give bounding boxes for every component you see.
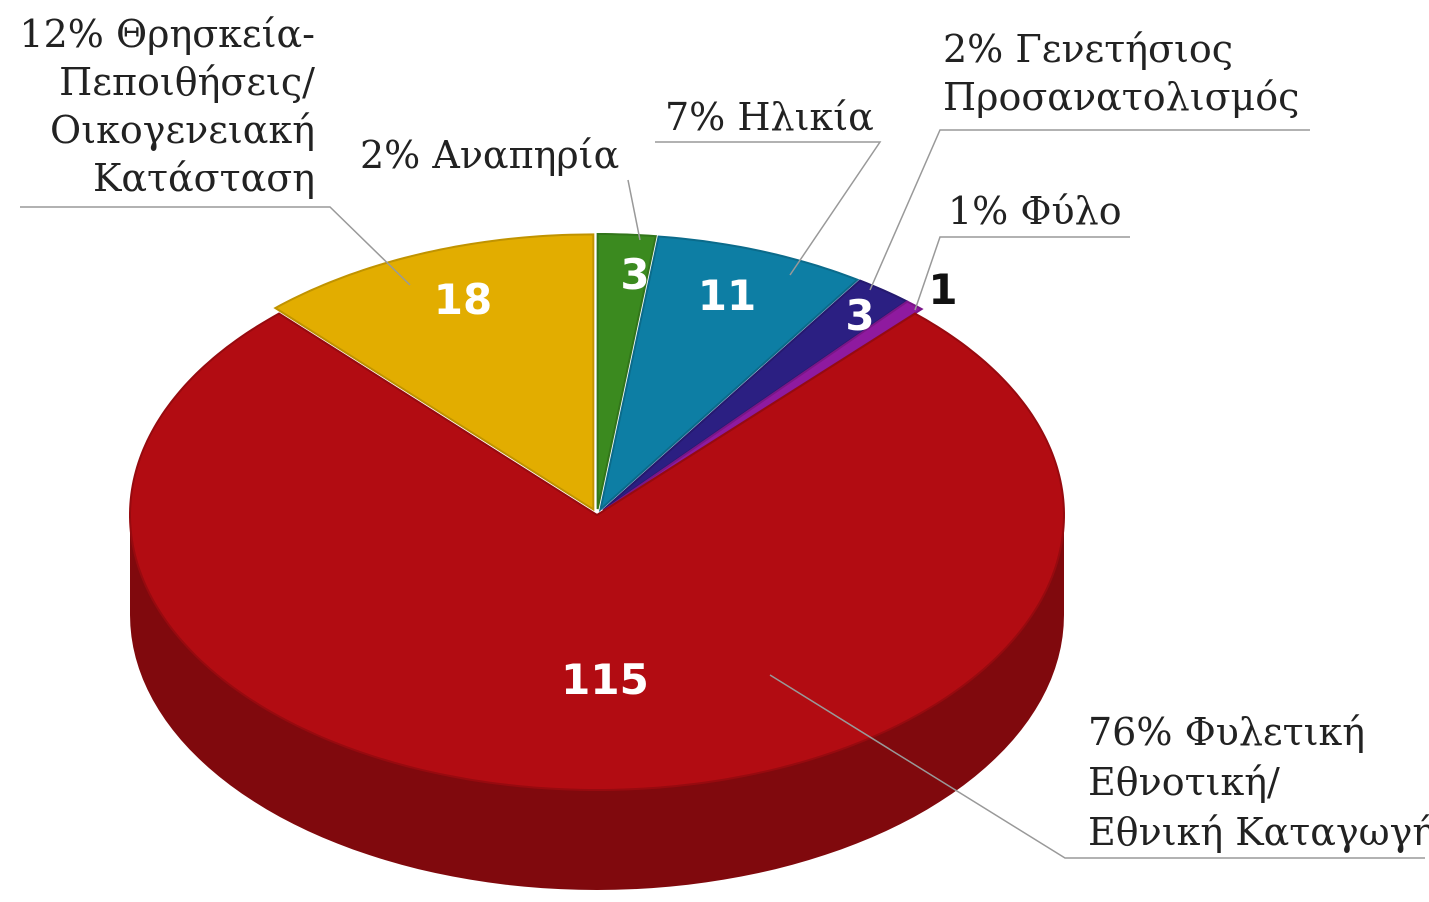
pie-slice	[603, 300, 924, 512]
category-name: Προσανατολισμός	[943, 75, 1299, 119]
label-line: Οικογενειακή	[50, 108, 315, 152]
pie-slice	[129, 312, 1065, 792]
pie-sides	[130, 515, 1064, 890]
percent-label: 1%	[948, 189, 1008, 233]
percent-label: 2%	[360, 133, 420, 177]
pie-slice	[598, 235, 860, 513]
pie-slice	[602, 279, 909, 512]
label-line: Προσανατολισμός	[943, 75, 1299, 119]
category-name: Εθνοτική/	[1088, 760, 1280, 804]
category-name: Φύλο	[1020, 189, 1121, 233]
value-label: 3	[845, 291, 874, 340]
label-line: 2% Γενετήσιος	[943, 27, 1233, 71]
label-line: Πεποιθήσεις/	[59, 60, 315, 104]
leader-line	[20, 206, 411, 286]
leader-lines	[20, 129, 1425, 859]
slice-label: 12% Θρησκεία-Πεποιθήσεις/Οικογενειακή Κατ…	[19, 12, 315, 200]
leader-line	[769, 674, 1425, 859]
leader-line	[655, 141, 882, 276]
label-line: 76% Φυλετική	[1088, 710, 1365, 754]
leader-line	[914, 236, 1130, 311]
pie-slice	[273, 233, 595, 512]
percent-label: 2%	[943, 27, 1003, 71]
label-line: 1% Φύλο	[948, 189, 1122, 233]
label-line: 12% Θρησκεία-	[19, 12, 315, 56]
leader-line	[869, 129, 1310, 291]
value-label: 3	[620, 250, 649, 299]
pie-side	[130, 515, 1064, 890]
category-name: Κατάσταση	[93, 156, 315, 200]
label-line: Εθνοτική/	[1088, 760, 1280, 804]
value-label: 11	[698, 271, 756, 320]
category-name: Αναπηρία	[431, 133, 619, 177]
pie-tops	[129, 233, 1065, 792]
label-line: 2% Αναπηρία	[360, 133, 619, 177]
label-line: Κατάσταση	[93, 156, 315, 200]
label-line: Εθνική Καταγωγή	[1088, 810, 1429, 854]
value-label: 1	[928, 265, 957, 314]
category-name: Οικογενειακή	[50, 108, 315, 152]
category-name: Φυλετική	[1185, 710, 1365, 754]
slice-label: 76% Φυλετική Εθνοτική/Εθνική Καταγωγή	[1088, 710, 1429, 854]
slice-label: 1% Φύλο	[948, 189, 1122, 233]
slice-label: 2% Αναπηρία	[360, 133, 619, 177]
category-name: Πεποιθήσεις/	[59, 60, 315, 104]
percent-label: 12%	[19, 12, 103, 56]
leader-line	[627, 179, 641, 241]
slice-label: 7% Ηλικία	[665, 95, 874, 139]
label-line: 7% Ηλικία	[665, 95, 874, 139]
category-name: Θρησκεία-	[116, 12, 315, 56]
percent-label: 76%	[1088, 710, 1172, 754]
category-name: Γενετήσιος	[1015, 27, 1233, 71]
slice-label: 2% Γενετήσιος Προσανατολισμός	[943, 27, 1299, 119]
value-label: 18	[434, 275, 492, 324]
category-name: Ηλικία	[737, 95, 873, 139]
value-label: 115	[561, 655, 649, 704]
category-name: Εθνική Καταγωγή	[1088, 810, 1429, 854]
percent-label: 7%	[665, 95, 725, 139]
pie-slice	[596, 233, 657, 510]
